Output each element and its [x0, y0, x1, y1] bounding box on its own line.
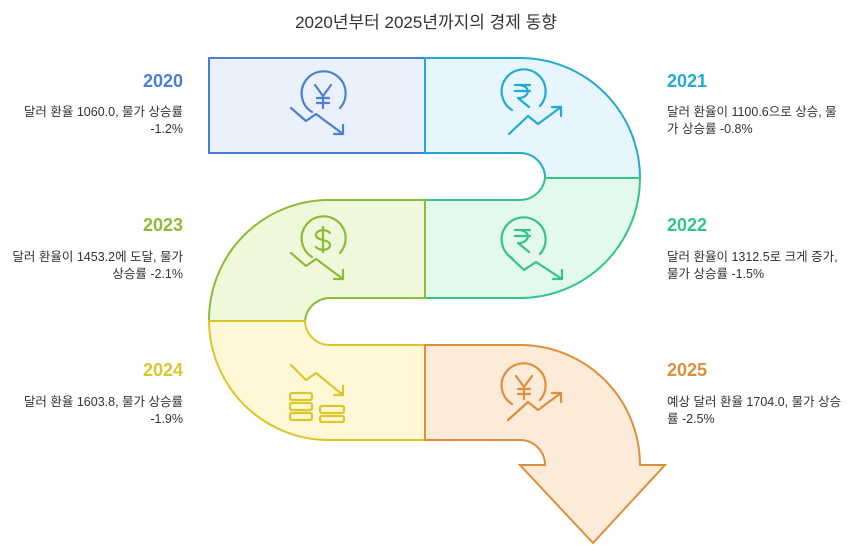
segment-2024: [207, 320, 426, 441]
coins-down-icon: [288, 363, 346, 424]
year-2024: 2024: [142, 360, 183, 380]
year-2023: 2023: [142, 215, 183, 235]
yen-up-icon: [500, 362, 563, 422]
yen-down-icon: [289, 70, 347, 136]
rupee-up-icon: [500, 68, 563, 136]
desc-2022: 달러 환율이 1312.5로 크게 증가, 물가 상승률 -1.5%: [667, 250, 838, 281]
segment-2021: [424, 57, 642, 179]
year-2025: 2025: [667, 360, 708, 380]
rupee-down-icon: [500, 216, 564, 281]
year-2021: 2021: [667, 71, 708, 91]
year-2020: 2020: [142, 71, 183, 91]
desc-2021: 달러 환율이 1100.6으로 상승, 물가 상승률 -0.8%: [667, 105, 837, 136]
desc-2023: 달러 환율이 1453.2에 도달, 물가 상승률 -2.1%: [12, 250, 183, 281]
segment-2022: [424, 177, 642, 299]
dollar-down-icon: [289, 215, 347, 281]
year-2022: 2022: [667, 215, 708, 235]
desc-2025: 예상 달러 환율 1704.0, 물가 상승률 -2.5%: [667, 395, 842, 426]
diagram-title: 2020년부터 2025년까지의 경제 동향: [295, 13, 557, 32]
desc-2024: 달러 환율 1603.8, 물가 상승률 -1.9%: [23, 395, 183, 426]
segment-2025: [424, 344, 668, 545]
desc-2020: 달러 환율 1060.0, 물가 상승률 -1.2%: [23, 105, 183, 136]
